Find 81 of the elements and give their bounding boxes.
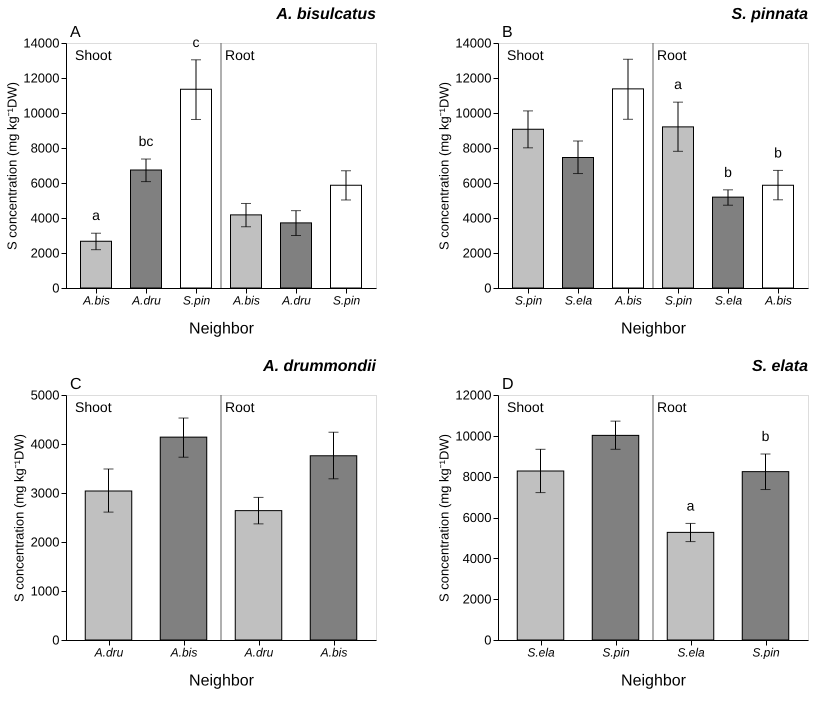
y-tick-label: 14000 [23,36,60,50]
y-tick-label: 0 [484,632,492,648]
x-tick-label: A.bis [614,294,642,308]
x-tick-label: A.dru [94,646,124,660]
chart-title: A. drummondii [262,358,377,375]
y-tick-label: 5000 [30,388,60,402]
text: A [70,24,81,41]
x-tick-label: S.ela [714,294,742,308]
data-label: a [92,207,100,224]
x-tick-label: A.bis [82,294,110,308]
y-tick-label: 8000 [462,140,492,156]
y-tick-label: 8000 [462,469,492,484]
annotation: Shoot [507,399,544,415]
y-tick-label: 2000 [462,592,492,607]
x-axis-title: Neighbor [189,320,255,338]
x-tick-label: A.dru [131,294,162,308]
y-tick-label: 0 [52,280,60,296]
x-tick-label: S.pin [182,294,210,308]
data-label: a [674,76,682,92]
y-tick-label: 2000 [30,246,60,260]
x-tick-label: S.pin [514,294,542,308]
x-tick-label: S.pin [332,294,360,308]
annotation: Shoot [507,47,544,63]
data-label: b [762,428,770,444]
y-tick-label: 4000 [30,436,60,452]
text: D [502,376,514,393]
annotation: Root [657,399,687,415]
x-tick-label: A.dru [244,646,274,660]
y-tick-label: 10000 [23,106,60,120]
text: B [502,24,513,41]
y-tick-label: 0 [484,280,492,296]
x-axis-title: Neighbor [621,320,687,338]
x-tick-label: A.bis [320,646,348,660]
chart-title: S. pinnata [732,6,808,23]
y-tick-label: 1000 [30,584,60,598]
y-tick-label: 4000 [462,550,492,566]
y-tick-label: 6000 [462,176,492,190]
y-tick-label: 6000 [30,176,60,190]
x-tick-label: A.bis [170,646,198,660]
y-tick-label: 8000 [30,140,60,156]
x-tick-label: S.ela [564,294,592,308]
annotation: Shoot [75,399,112,415]
x-tick-label: A.bis [232,294,260,308]
data-label: b [724,164,732,180]
y-tick-label: 2000 [462,246,492,260]
y-tick-label: 12000 [23,70,60,86]
annotation: Root [657,47,687,63]
y-axis-title: S concentration (mg kg⁻¹DW) [12,434,27,602]
y-tick-label: 6000 [462,510,492,525]
x-tick-label: S.ela [677,646,705,660]
y-axis-title: S concentration (mg kg⁻¹DW) [436,82,452,250]
x-tick-label: A.dru [281,294,312,308]
text: C [70,376,82,393]
data-label: a [686,497,695,514]
data-label: bc [138,133,154,150]
y-tick-label: 4000 [462,210,492,226]
y-tick-label: 2000 [30,534,60,550]
y-tick-label: 14000 [455,36,492,50]
x-tick-label: S.pin [602,646,630,660]
y-tick-label: 3000 [30,486,60,500]
chart-title: A. bisulcatus [275,6,376,23]
x-tick-label: S.ela [527,646,555,660]
chart-title: S. elata [752,358,808,375]
annotation: Root [225,47,255,63]
x-axis-title: Neighbor [621,672,687,690]
y-axis-title: S concentration (mg kg⁻¹DW) [436,434,452,602]
annotation: Shoot [75,47,112,63]
y-tick-label: 4000 [30,210,60,226]
data-label: b [774,144,782,160]
y-tick-label: 0 [52,632,60,648]
x-tick-label: S.pin [664,294,692,308]
annotation: Root [225,399,255,415]
data-label: c [192,34,200,50]
y-tick-label: 10000 [455,106,492,120]
y-axis-title: S concentration (mg kg⁻¹DW) [4,82,20,250]
y-tick-label: 10000 [455,428,492,444]
x-tick-label: S.pin [752,646,780,660]
x-tick-label: A.bis [764,294,792,308]
y-tick-label: 12000 [455,388,492,402]
x-axis-title: Neighbor [189,672,255,690]
y-tick-label: 12000 [455,70,492,86]
